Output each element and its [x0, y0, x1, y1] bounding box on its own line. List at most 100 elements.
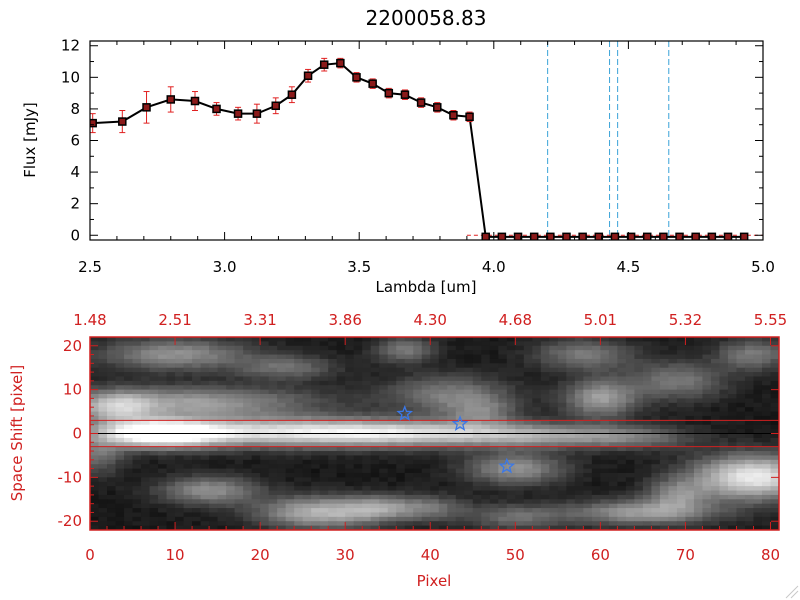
- image-cell: [676, 516, 687, 522]
- x-tick-label-3: 4.0: [482, 258, 506, 276]
- image-cell: [90, 337, 100, 342]
- image-cell: [625, 415, 635, 421]
- image-cell: [387, 503, 397, 509]
- image-cell: [98, 486, 108, 492]
- image-cell: [226, 376, 236, 382]
- image-cell: [634, 499, 644, 505]
- image-cell: [591, 464, 601, 470]
- image-cell: [744, 442, 755, 448]
- image-cell: [668, 429, 678, 435]
- image-cell: [353, 464, 363, 470]
- image-cell: [506, 451, 516, 457]
- image-cell: [302, 464, 312, 470]
- image-cell: [685, 464, 695, 470]
- image-cell: [515, 350, 525, 356]
- image-cell: [336, 358, 346, 364]
- image-cell: [132, 407, 142, 413]
- image-cell: [302, 398, 312, 404]
- image-cell: [226, 407, 236, 413]
- image-cell: [600, 402, 610, 408]
- image-cell: [719, 350, 729, 356]
- image-cell: [353, 437, 363, 443]
- image-cell: [421, 490, 431, 496]
- image-cell: [481, 512, 491, 518]
- image-cell: [761, 521, 772, 527]
- image-cell: [668, 394, 678, 400]
- image-cell: [685, 442, 695, 448]
- image-cell: [336, 442, 346, 448]
- image-cell: [702, 380, 712, 386]
- image-cell: [549, 494, 559, 500]
- image-cell: [727, 367, 738, 373]
- image-cell: [464, 420, 474, 426]
- image-cell: [668, 345, 678, 351]
- image-cell: [124, 516, 134, 522]
- image-cell: [166, 415, 176, 421]
- image-cell: [770, 367, 779, 373]
- image-cell: [736, 424, 746, 430]
- image-cell: [506, 499, 516, 505]
- image-cell: [455, 337, 465, 342]
- image-cell: [719, 468, 729, 474]
- image-cell: [336, 486, 346, 492]
- image-cell: [727, 345, 738, 351]
- image-cell: [379, 341, 389, 347]
- image-cell: [702, 464, 712, 470]
- image-cell: [175, 380, 185, 386]
- image-cell: [370, 407, 380, 413]
- image-cell: [761, 367, 772, 373]
- image-cell: [132, 424, 142, 430]
- image-cell: [268, 468, 278, 474]
- image-cell: [404, 494, 414, 500]
- image-cell: [141, 424, 151, 430]
- image-cell: [736, 486, 746, 492]
- image-cell: [302, 376, 312, 382]
- image-cell: [481, 389, 491, 395]
- image-cell: [753, 402, 763, 408]
- image-cell: [625, 516, 635, 522]
- image-cell: [268, 385, 278, 391]
- image-cell: [251, 389, 261, 395]
- image-cell: [379, 402, 389, 408]
- image-cell: [515, 411, 525, 417]
- image-cell: [498, 350, 508, 356]
- image-cell: [736, 477, 746, 483]
- image-cell: [217, 468, 227, 474]
- image-cell: [583, 429, 593, 435]
- image-cell: [302, 407, 312, 413]
- image-cell: [727, 354, 738, 360]
- image-cell: [727, 437, 738, 443]
- image-cell: [98, 490, 108, 496]
- image-cell: [498, 512, 508, 518]
- image-cell: [217, 367, 227, 373]
- image-cell: [642, 508, 653, 514]
- image-cell: [719, 407, 729, 413]
- image-cell: [608, 398, 618, 404]
- spectral-image-x-axis-label: Pixel: [417, 572, 452, 590]
- image-cell: [404, 363, 414, 369]
- image-cell: [149, 516, 159, 522]
- image-cell: [489, 525, 499, 530]
- image-cell: [744, 394, 755, 400]
- image-cell: [396, 367, 406, 373]
- image-cell: [506, 490, 516, 496]
- image-cell: [421, 376, 431, 382]
- image-cell: [379, 433, 389, 439]
- image-cell: [285, 477, 295, 483]
- image-cell: [685, 472, 695, 478]
- image-cell: [455, 407, 465, 413]
- image-cell: [345, 446, 355, 452]
- image-cell: [642, 499, 653, 505]
- image-cell: [268, 345, 278, 351]
- image-cell: [319, 516, 329, 522]
- image-cell: [149, 367, 159, 373]
- image-cell: [574, 411, 584, 417]
- image-cell: [693, 337, 704, 342]
- image-cell: [770, 337, 779, 342]
- image-cell: [676, 363, 687, 369]
- image-cell: [336, 394, 346, 400]
- image-cell: [107, 451, 117, 457]
- image-cell: [260, 402, 270, 408]
- image-cell: [124, 420, 134, 426]
- image-cell: [719, 512, 729, 518]
